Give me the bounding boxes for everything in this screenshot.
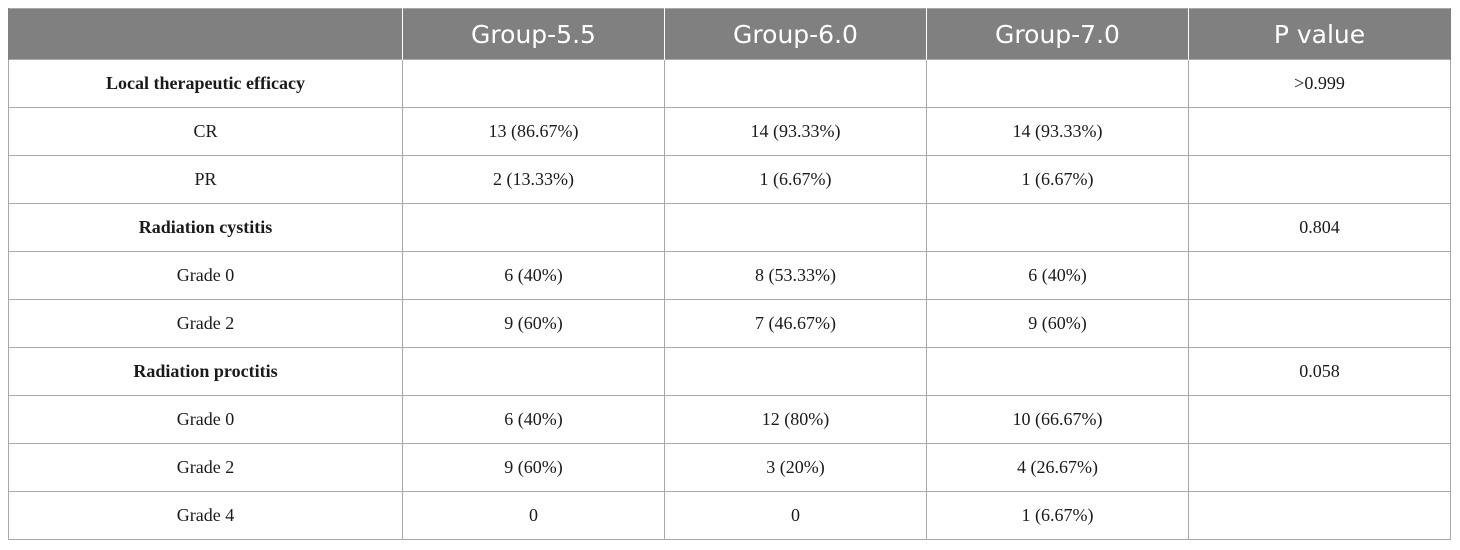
table-row: Radiation proctitis 0.058 [8,347,1451,396]
cell-p-value: 0.058 [1188,347,1451,396]
cell-p-value [1188,107,1451,156]
header-cell-group-5-5: Group-5.5 [402,8,665,60]
cell-p-value [1188,443,1451,492]
cell-p-value: >0.999 [1188,59,1451,108]
cell-p-value: 0.804 [1188,203,1451,252]
cell-group-7-0 [926,347,1189,396]
row-label: Grade 4 [8,491,403,540]
cell-group-7-0: 14 (93.33%) [926,107,1189,156]
cell-p-value [1188,299,1451,348]
table-row: Grade 2 9 (60%) 3 (20%) 4 (26.67%) [8,443,1451,492]
cell-group-6-0: 8 (53.33%) [664,251,927,300]
cell-group-5-5: 13 (86.67%) [402,107,665,156]
header-cell-blank [8,8,403,60]
cell-group-6-0: 12 (80%) [664,395,927,444]
cell-group-7-0: 9 (60%) [926,299,1189,348]
row-label: Radiation cystitis [8,203,403,252]
cell-p-value [1188,155,1451,204]
row-label: Grade 2 [8,299,403,348]
cell-group-7-0 [926,203,1189,252]
row-label: Grade 2 [8,443,403,492]
row-label: Radiation proctitis [8,347,403,396]
cell-group-6-0: 0 [664,491,927,540]
cell-group-5-5: 2 (13.33%) [402,155,665,204]
cell-group-7-0: 10 (66.67%) [926,395,1189,444]
header-cell-group-7-0: Group-7.0 [926,8,1189,60]
row-label: PR [8,155,403,204]
cell-group-5-5: 9 (60%) [402,443,665,492]
cell-p-value [1188,251,1451,300]
cell-group-7-0: 4 (26.67%) [926,443,1189,492]
cell-group-6-0 [664,347,927,396]
cell-group-5-5: 6 (40%) [402,251,665,300]
cell-group-5-5 [402,203,665,252]
table-row: Grade 2 9 (60%) 7 (46.67%) 9 (60%) [8,299,1451,348]
cell-group-5-5 [402,59,665,108]
table-row: Radiation cystitis 0.804 [8,203,1451,252]
cell-group-6-0: 1 (6.67%) [664,155,927,204]
table-row: PR 2 (13.33%) 1 (6.67%) 1 (6.67%) [8,155,1451,204]
header-row: Group-5.5 Group-6.0 Group-7.0 P value [8,8,1451,60]
cell-group-6-0 [664,203,927,252]
row-label: Grade 0 [8,251,403,300]
cell-p-value [1188,395,1451,444]
table-row: Grade 0 6 (40%) 12 (80%) 10 (66.67%) [8,395,1451,444]
cell-group-6-0: 14 (93.33%) [664,107,927,156]
row-label: Local therapeutic efficacy [8,59,403,108]
table-header: Group-5.5 Group-6.0 Group-7.0 P value [8,8,1451,60]
cell-group-5-5 [402,347,665,396]
cell-group-6-0: 3 (20%) [664,443,927,492]
header-cell-group-6-0: Group-6.0 [664,8,927,60]
results-table: Group-5.5 Group-6.0 Group-7.0 P value Lo… [8,8,1451,540]
header-cell-p-value: P value [1188,8,1451,60]
table-row: CR 13 (86.67%) 14 (93.33%) 14 (93.33%) [8,107,1451,156]
table-row: Grade 0 6 (40%) 8 (53.33%) 6 (40%) [8,251,1451,300]
cell-group-5-5: 9 (60%) [402,299,665,348]
cell-group-7-0: 1 (6.67%) [926,491,1189,540]
cell-p-value [1188,491,1451,540]
cell-group-7-0: 6 (40%) [926,251,1189,300]
results-table-container: Group-5.5 Group-6.0 Group-7.0 P value Lo… [8,8,1451,540]
cell-group-7-0: 1 (6.67%) [926,155,1189,204]
table-row: Grade 4 0 0 1 (6.67%) [8,491,1451,540]
table-row: Local therapeutic efficacy >0.999 [8,59,1451,108]
cell-group-6-0 [664,59,927,108]
table-body: Local therapeutic efficacy >0.999 CR 13 … [8,59,1451,540]
row-label: CR [8,107,403,156]
cell-group-7-0 [926,59,1189,108]
row-label: Grade 0 [8,395,403,444]
cell-group-5-5: 6 (40%) [402,395,665,444]
cell-group-6-0: 7 (46.67%) [664,299,927,348]
cell-group-5-5: 0 [402,491,665,540]
